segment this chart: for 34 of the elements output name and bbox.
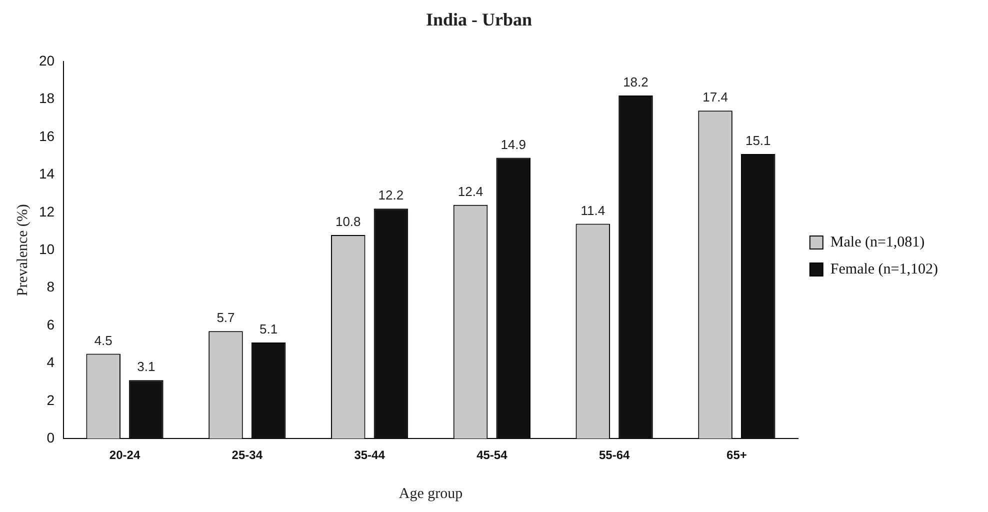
legend-label: Male (n=1,081) — [830, 234, 925, 250]
data-label: 12.4 — [458, 184, 484, 199]
y-tick-label: 10 — [38, 240, 55, 257]
y-tick-label: 14 — [38, 166, 55, 182]
data-label: 10.8 — [335, 214, 361, 230]
chart-title: India - Urban — [426, 9, 532, 30]
y-tick-label: 6 — [46, 316, 55, 332]
data-label: 17.4 — [702, 90, 728, 105]
y-tick-label: 0 — [46, 429, 55, 446]
y-tick-label: 2 — [46, 392, 55, 408]
data-label: 5.7 — [216, 310, 235, 326]
x-tick-label: 25-34 — [232, 448, 263, 462]
x-tick-label: 55-64 — [598, 448, 630, 462]
y-axis-title: Prevalence (%) — [14, 204, 31, 296]
data-label: 5.1 — [260, 322, 278, 337]
data-label: 12.2 — [378, 188, 404, 203]
x-tick-label: 45-54 — [476, 448, 508, 462]
data-label: 15.1 — [745, 133, 771, 148]
data-label: 14.9 — [500, 136, 526, 152]
y-tick-label: 12 — [38, 203, 55, 220]
y-tick-label: 8 — [46, 278, 55, 295]
x-tick-label: 35-44 — [354, 448, 386, 462]
data-label: 3.1 — [137, 359, 156, 374]
x-tick-label: 20-24 — [109, 448, 140, 462]
data-label: 4.5 — [94, 332, 112, 348]
y-tick-label: 16 — [38, 128, 55, 144]
data-label: 18.2 — [623, 74, 648, 90]
legend-label: Female (n=1,102) — [830, 261, 938, 278]
y-tick-label: 20 — [38, 52, 55, 68]
x-tick-label: 65+ — [726, 448, 747, 462]
y-tick-label: 4 — [46, 354, 55, 370]
y-tick-label: 18 — [38, 90, 55, 106]
data-label: 11.4 — [580, 202, 606, 218]
x-axis-title: Age group — [398, 486, 463, 502]
